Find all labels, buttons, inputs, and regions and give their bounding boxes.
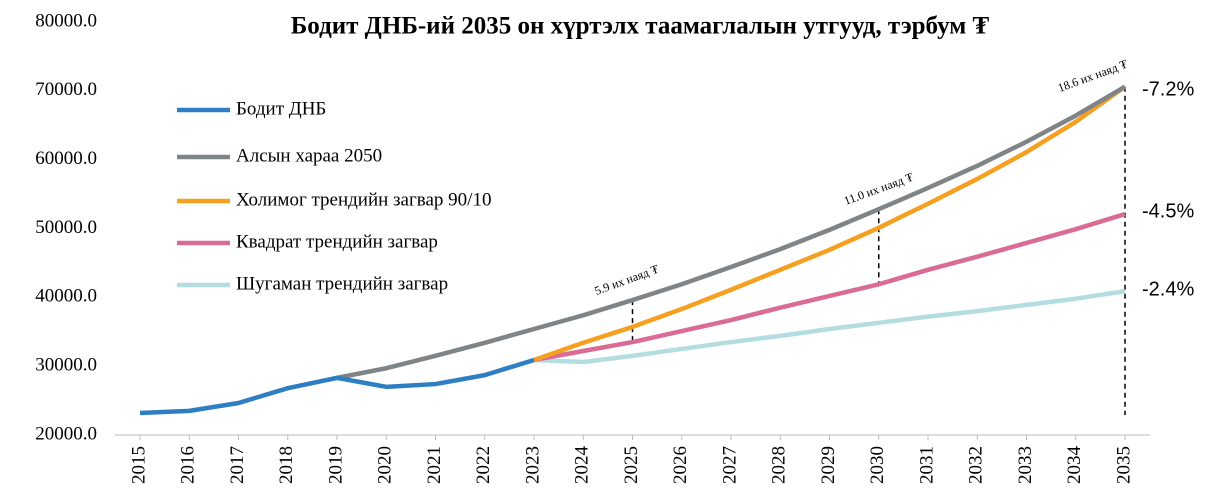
x-tick-label: 2034 bbox=[1064, 446, 1085, 485]
y-tick-label: 40000.0 bbox=[35, 286, 97, 307]
x-tick-label: 2018 bbox=[276, 446, 297, 484]
legend-label: Бодит ДНБ bbox=[236, 98, 326, 119]
x-tick-label: 2029 bbox=[818, 446, 839, 484]
series-line bbox=[139, 357, 535, 416]
x-tick-label: 2028 bbox=[769, 446, 790, 484]
x-tick-label: 2020 bbox=[375, 446, 396, 484]
x-tick-label: 2035 bbox=[1113, 446, 1134, 484]
x-tick-label: 2030 bbox=[867, 446, 888, 484]
x-tick-label: 2027 bbox=[719, 446, 740, 484]
chart-title: Бодит ДНБ-ий 2035 он хүртэлх таамаглалын… bbox=[291, 13, 990, 40]
x-tick-label: 2015 bbox=[128, 446, 149, 484]
annotation: 11.0 их наяд ₮ bbox=[842, 170, 916, 208]
legend-label: Алсын хараа 2050 bbox=[236, 145, 382, 166]
series-line bbox=[533, 288, 1126, 365]
x-tick-label: 2032 bbox=[966, 446, 987, 484]
x-tick-label: 2017 bbox=[227, 446, 248, 484]
legend-label: Холимог трендийн загвар 90/10 bbox=[236, 189, 491, 210]
series-line bbox=[533, 211, 1126, 363]
right-label: -4.5% bbox=[1142, 200, 1194, 222]
x-tick-label: 2031 bbox=[916, 446, 937, 484]
right-label: -2.4% bbox=[1142, 278, 1194, 300]
x-tick-label: 2023 bbox=[522, 446, 543, 484]
y-tick-label: 70000.0 bbox=[35, 79, 97, 100]
legend-label: Квадрат трендийн загвар bbox=[236, 231, 438, 252]
x-tick-label: 2033 bbox=[1015, 446, 1036, 484]
y-tick-label: 50000.0 bbox=[35, 217, 97, 238]
y-tick-label: 80000.0 bbox=[35, 10, 97, 31]
series-line bbox=[336, 84, 1127, 381]
y-tick-label: 20000.0 bbox=[35, 423, 97, 444]
x-tick-label: 2026 bbox=[670, 446, 691, 484]
x-tick-label: 2021 bbox=[424, 446, 445, 484]
x-tick-label: 2025 bbox=[621, 446, 642, 484]
x-tick-label: 2019 bbox=[325, 446, 346, 484]
x-tick-label: 2024 bbox=[572, 446, 593, 485]
right-label: -7.2% bbox=[1142, 78, 1194, 100]
y-tick-label: 60000.0 bbox=[35, 148, 97, 169]
series-line bbox=[533, 84, 1127, 363]
y-tick-label: 30000.0 bbox=[35, 355, 97, 376]
legend-label: Шугаман трендийн загвар bbox=[236, 273, 448, 294]
x-tick-label: 2022 bbox=[473, 446, 494, 484]
x-tick-label: 2016 bbox=[178, 446, 199, 484]
